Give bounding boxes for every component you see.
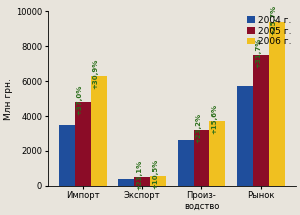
Bar <box>75 102 91 186</box>
Bar <box>237 86 253 186</box>
Bar <box>194 130 209 186</box>
Bar <box>91 76 106 186</box>
Bar <box>134 177 150 186</box>
Text: +31,7%: +31,7% <box>255 38 261 68</box>
Text: +25,7%: +25,7% <box>271 5 277 35</box>
Bar <box>253 55 269 186</box>
Bar <box>150 177 166 186</box>
Bar <box>209 121 225 186</box>
Text: +23,2%: +23,2% <box>196 113 202 143</box>
Text: +23,1%: +23,1% <box>136 160 142 190</box>
Text: +10,5%: +10,5% <box>152 159 158 189</box>
Bar <box>118 179 134 186</box>
Text: +37,0%: +37,0% <box>77 85 83 115</box>
Text: +15,6%: +15,6% <box>211 104 217 134</box>
Y-axis label: Млн грн.: Млн грн. <box>4 78 13 120</box>
Bar <box>269 22 285 186</box>
Legend: 2004 г., 2005 г., 2006 г.: 2004 г., 2005 г., 2006 г. <box>247 16 291 46</box>
Bar <box>59 125 75 186</box>
Text: +30,9%: +30,9% <box>93 59 99 89</box>
Bar <box>178 140 194 186</box>
